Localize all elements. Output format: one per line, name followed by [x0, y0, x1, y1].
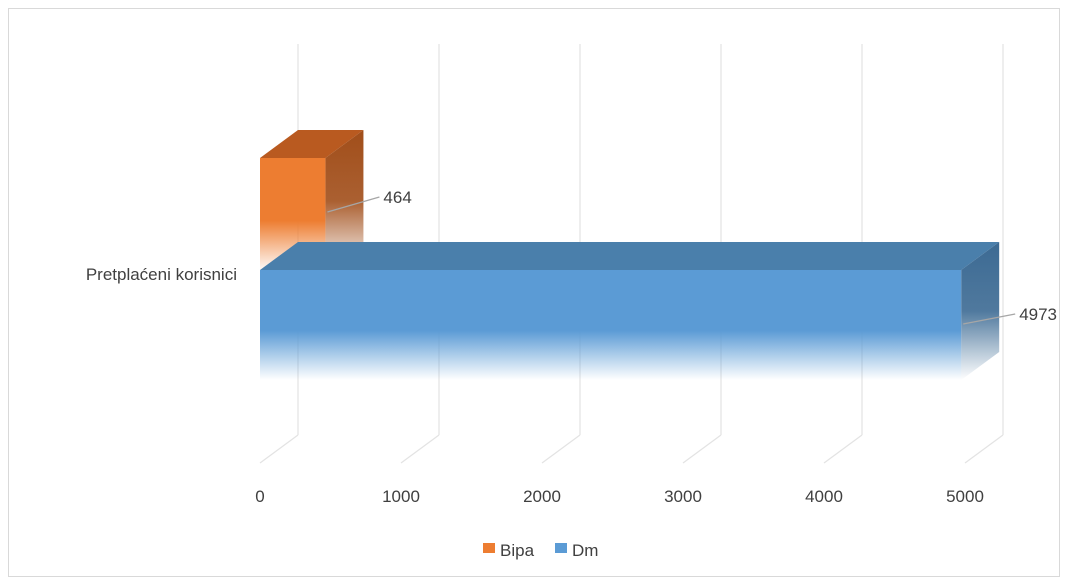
x-tick-label: 0: [255, 487, 264, 506]
x-tick-label: 3000: [664, 487, 702, 506]
legend: Bipa Dm: [483, 541, 598, 560]
x-tick-label: 2000: [523, 487, 561, 506]
leader-line: [327, 196, 380, 213]
legend-label-bipa: Bipa: [500, 541, 535, 560]
x-tick-label: 4000: [805, 487, 843, 506]
gridline-floor: [964, 434, 1004, 464]
labels-layer: 0 1000 2000 3000 4000 5000 Pretplaćeni korisni…: [86, 188, 1057, 506]
data-label-dm: 4973: [1019, 305, 1057, 324]
bar-front-face: [260, 270, 962, 380]
gridline-floor: [541, 434, 581, 464]
bar-top-face: [260, 242, 1000, 270]
legend-swatch-bipa: [483, 543, 495, 553]
bar-top-face: [260, 130, 364, 158]
bars-layer: [260, 130, 1000, 380]
gridline-floor: [259, 434, 299, 464]
gridline-floor: [400, 434, 440, 464]
legend-swatch-dm: [555, 543, 567, 553]
legend-label-dm: Dm: [572, 541, 598, 560]
bar-side-face: [325, 130, 364, 272]
gridline-floor: [682, 434, 722, 464]
leader-line: [963, 313, 1016, 325]
data-label-bipa: 464: [383, 188, 411, 207]
x-tick-label: 1000: [382, 487, 420, 506]
x-tick-label: 5000: [946, 487, 984, 506]
bar-dm: [260, 242, 1000, 380]
gridline-floor: [823, 434, 863, 464]
category-label: Pretplaćeni korisnici: [86, 265, 237, 284]
bar-side-face: [961, 242, 1000, 380]
